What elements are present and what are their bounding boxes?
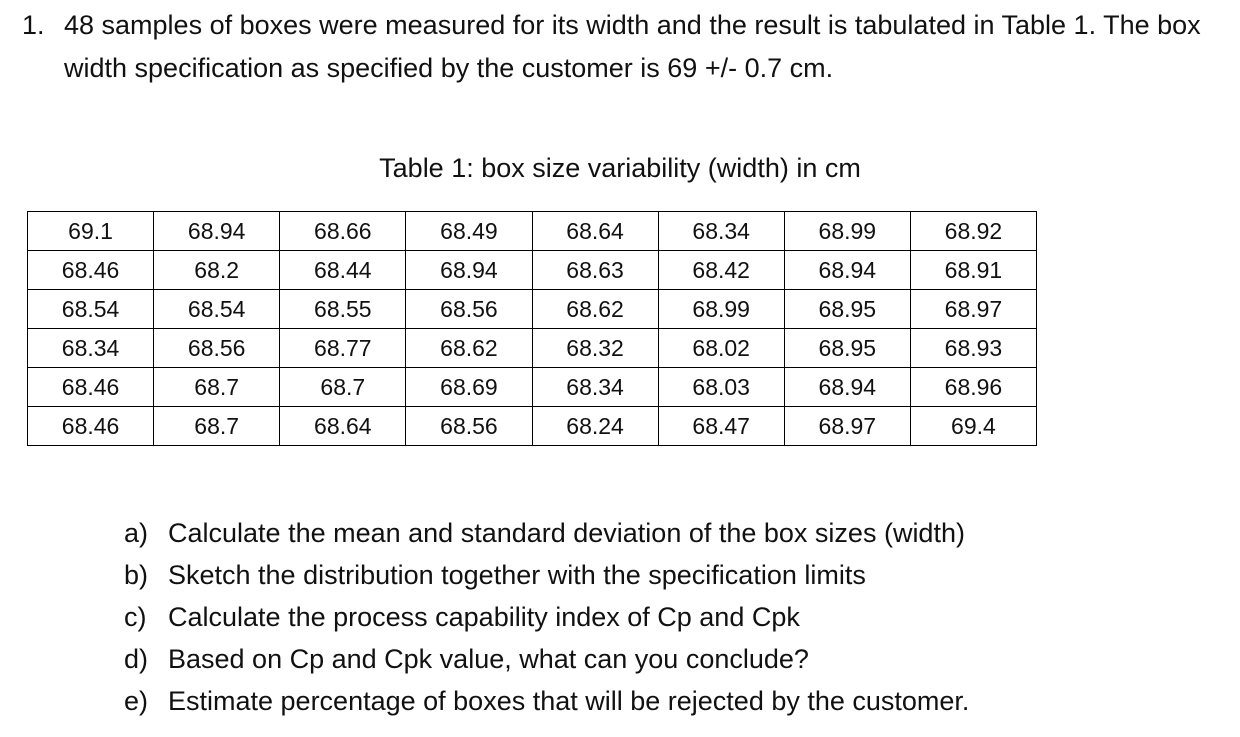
question-number: 1. (22, 10, 45, 40)
table-caption: Table 1: box size variability (width) in… (0, 148, 1240, 188)
table-cell: 68.97 (909, 289, 1038, 329)
table-row: 69.1 68.94 68.66 68.49 68.64 68.34 68.99 68.92 (26, 211, 1038, 251)
subquestion-text: Based on Cp and Cpk value, what can you … (168, 644, 809, 674)
table-cell: 68.94 (783, 250, 911, 290)
table-cell: 68.62 (531, 289, 659, 329)
subquestion-marker: c) (124, 602, 147, 632)
subquestion-text: Calculate the mean and standard deviatio… (168, 518, 965, 548)
table-row: 68.46 68.7 68.64 68.56 68.24 68.47 68.97 69.4 (26, 406, 1038, 446)
table-cell: 68.7 (153, 406, 281, 446)
table-cell: 68.56 (405, 289, 533, 329)
table-cell: 68.63 (531, 250, 659, 290)
table-cell: 68.54 (26, 289, 155, 329)
table-cell: 68.32 (531, 328, 659, 368)
table-cell: 68.02 (657, 328, 785, 368)
table-row: 68.54 68.54 68.55 68.56 68.62 68.99 68.95 68.97 (26, 289, 1038, 329)
table-cell: 68.94 (153, 211, 281, 251)
table-cell: 68.54 (153, 289, 281, 329)
table-cell: 68.2 (153, 250, 281, 290)
data-table-body: 69.1 68.94 68.66 68.49 68.64 68.34 68.99 68.92 6… (26, 211, 1038, 446)
table-cell: 68.24 (531, 406, 659, 446)
table-cell: 68.96 (909, 367, 1038, 407)
subquestion-text: Calculate the process capability index o… (168, 602, 800, 632)
table-cell: 68.93 (909, 328, 1038, 368)
table-cell: 68.62 (405, 328, 533, 368)
table-cell: 68.34 (531, 367, 659, 407)
table-cell: 68.55 (279, 289, 407, 329)
subquestion-item: d) Based on Cp and Cpk value, what can yo… (124, 638, 1224, 680)
table-cell: 68.56 (153, 328, 281, 368)
table-cell: 68.97 (783, 406, 911, 446)
table-cell: 68.99 (783, 211, 911, 251)
table-cell: 68.91 (909, 250, 1038, 290)
table-cell: 68.42 (657, 250, 785, 290)
table-cell: 68.99 (657, 289, 785, 329)
table-cell: 68.46 (26, 367, 155, 407)
subquestion-item: a) Calculate the mean and standard deviat… (124, 512, 1224, 554)
subquestion-text: Estimate percentage of boxes that will b… (168, 686, 970, 716)
question-text: 48 samples of boxes were measured for it… (64, 10, 1201, 83)
table-cell: 68.44 (279, 250, 407, 290)
table-cell: 68.03 (657, 367, 785, 407)
subquestion-item: c) Calculate the process capability index… (124, 596, 1224, 638)
table-cell: 68.94 (783, 367, 911, 407)
table-cell: 68.66 (279, 211, 407, 251)
table-cell: 68.46 (26, 406, 155, 446)
data-table: 69.1 68.94 68.66 68.49 68.64 68.34 68.99 68.92 6… (26, 211, 1038, 446)
table-cell: 68.47 (657, 406, 785, 446)
table-caption-text: Table 1: box size variability (width) in… (379, 153, 861, 183)
table-cell: 68.64 (531, 211, 659, 251)
table-cell: 69.4 (909, 406, 1038, 446)
subquestion-item: e) Estimate percentage of boxes that will… (124, 680, 1224, 722)
table-cell: 68.56 (405, 406, 533, 446)
table-cell: 69.1 (26, 211, 155, 251)
table-cell: 68.64 (279, 406, 407, 446)
table-row: 68.46 68.7 68.7 68.69 68.34 68.03 68.94 68.96 (26, 367, 1038, 407)
table-row: 68.34 68.56 68.77 68.62 68.32 68.02 68.95 68.93 (26, 328, 1038, 368)
table-cell: 68.95 (783, 328, 911, 368)
subquestion-list: a) Calculate the mean and standard deviat… (124, 512, 1224, 722)
table-cell: 68.46 (26, 250, 155, 290)
table-cell: 68.77 (279, 328, 407, 368)
subquestion-marker: e) (124, 686, 149, 716)
table-cell: 68.94 (405, 250, 533, 290)
table-cell: 68.95 (783, 289, 911, 329)
table-cell: 68.7 (153, 367, 281, 407)
subquestion-item: b) Sketch the distribution together with … (124, 554, 1224, 596)
subquestion-marker: b) (124, 560, 149, 590)
subquestion-marker: a) (124, 518, 149, 548)
table-cell: 68.7 (279, 367, 407, 407)
subquestion-marker: d) (124, 644, 149, 674)
table-cell: 68.34 (657, 211, 785, 251)
table-cell: 68.34 (26, 328, 155, 368)
table-cell: 68.49 (405, 211, 533, 251)
table-row: 68.46 68.2 68.44 68.94 68.63 68.42 68.94 68.91 (26, 250, 1038, 290)
table-cell: 68.92 (909, 211, 1038, 251)
subquestion-text: Sketch the distribution together with th… (168, 560, 866, 590)
table-cell: 68.69 (405, 367, 533, 407)
